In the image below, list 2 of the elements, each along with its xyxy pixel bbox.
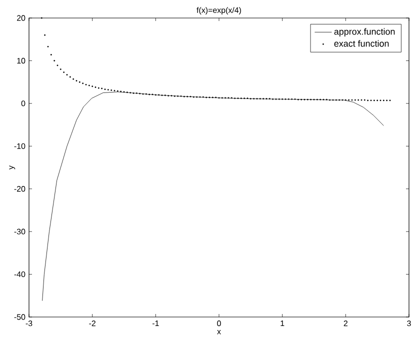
legend-label: exact function xyxy=(334,40,389,47)
legend-label: approx.function xyxy=(334,28,395,37)
